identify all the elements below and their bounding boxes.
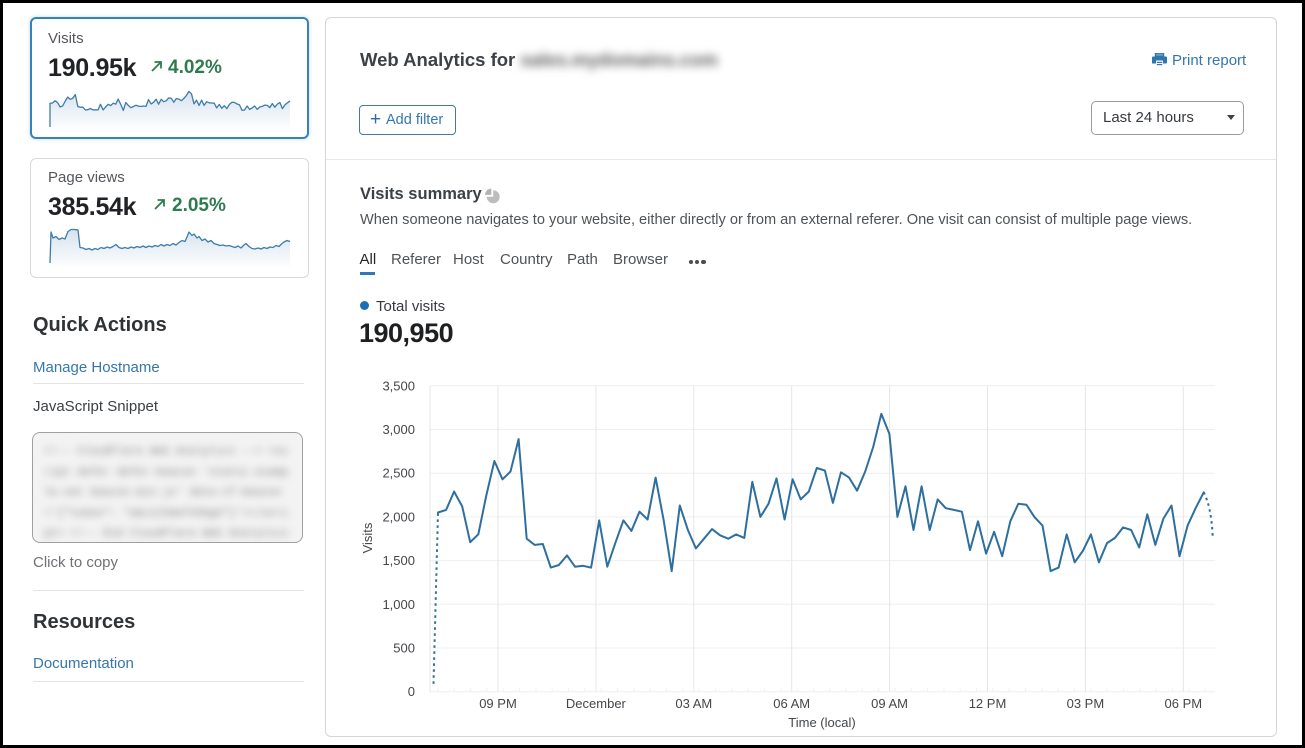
svg-text:2,500: 2,500 bbox=[382, 466, 415, 481]
svg-text:December: December bbox=[566, 696, 627, 711]
svg-text:500: 500 bbox=[393, 641, 415, 656]
svg-text:03 PM: 03 PM bbox=[1067, 696, 1105, 711]
svg-text:06 PM: 06 PM bbox=[1165, 696, 1203, 711]
svg-text:2,000: 2,000 bbox=[382, 509, 415, 524]
svg-text:3,000: 3,000 bbox=[382, 422, 415, 437]
svg-text:09 PM: 09 PM bbox=[479, 696, 517, 711]
svg-text:Time (local): Time (local) bbox=[788, 715, 855, 730]
svg-text:1,000: 1,000 bbox=[382, 597, 415, 612]
svg-text:09 AM: 09 AM bbox=[871, 696, 908, 711]
svg-text:Visits: Visits bbox=[360, 522, 375, 553]
svg-text:06 AM: 06 AM bbox=[773, 696, 810, 711]
svg-text:03 AM: 03 AM bbox=[675, 696, 712, 711]
svg-text:0: 0 bbox=[408, 684, 415, 699]
svg-text:1,500: 1,500 bbox=[382, 553, 415, 568]
svg-text:3,500: 3,500 bbox=[382, 378, 415, 393]
svg-text:12 PM: 12 PM bbox=[969, 696, 1007, 711]
